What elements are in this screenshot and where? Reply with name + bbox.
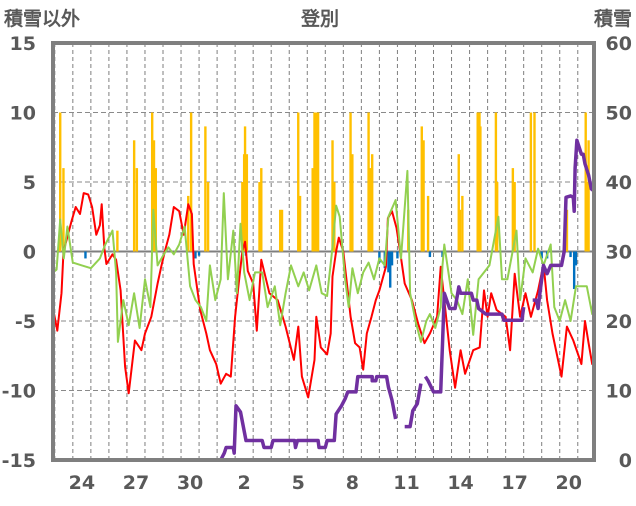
- left-tick-label: 0: [23, 242, 36, 264]
- chart-title: 登別: [300, 7, 339, 30]
- snow-depth-line: [532, 138, 596, 311]
- left-tick-label: 10: [10, 103, 36, 125]
- gridlines: [53, 43, 594, 460]
- precip-bar: [315, 112, 318, 252]
- snow-depth-line: [53, 374, 398, 462]
- negative-bar: [387, 251, 390, 273]
- x-tick-label: 24: [69, 472, 95, 494]
- precip-bar: [316, 112, 320, 252]
- precip-bar: [565, 209, 569, 252]
- x-tick-label: 5: [292, 472, 305, 494]
- precip-bar: [494, 112, 498, 252]
- negative-bar: [540, 251, 543, 259]
- precip-bar: [529, 112, 533, 252]
- precip-bar: [150, 112, 154, 252]
- precip-bar: [258, 182, 261, 252]
- precip-bar: [298, 195, 302, 252]
- precip-bar: [62, 168, 65, 252]
- negative-bar: [396, 251, 399, 259]
- precip-bar: [116, 230, 119, 252]
- precip-bar: [370, 154, 374, 252]
- right-tick-label: 20: [606, 311, 632, 333]
- left-tick-label: -10: [2, 381, 36, 403]
- precip-bar: [297, 112, 300, 252]
- precip-bar: [457, 154, 460, 252]
- precip-bar: [241, 182, 244, 252]
- negative-bar: [84, 251, 87, 259]
- negative-bar: [390, 251, 394, 266]
- plot-frame: [51, 41, 596, 462]
- negative-bar: [194, 251, 197, 259]
- x-tick-label: 2: [238, 472, 251, 494]
- left-axis-title: 積雪以外: [4, 7, 80, 30]
- negative-bar: [569, 251, 572, 258]
- negative-bar: [197, 251, 201, 256]
- precip-bar: [152, 140, 156, 252]
- negative-bar: [389, 251, 392, 288]
- precip-bar: [422, 140, 425, 252]
- right-tick-label: 40: [606, 172, 632, 194]
- precip-bar: [206, 182, 210, 252]
- x-tick-label: 8: [346, 472, 359, 494]
- x-tick-label: 11: [393, 472, 419, 494]
- left-tick-label: -15: [2, 450, 36, 472]
- precip-bar: [311, 168, 314, 252]
- precip-bar: [351, 154, 354, 252]
- negative-bar: [378, 251, 381, 263]
- precip-bar: [420, 126, 423, 252]
- red-line: [52, 192, 595, 399]
- precip-bar: [260, 168, 263, 252]
- precip-bar: [461, 195, 464, 252]
- left-tick-label: -5: [15, 311, 36, 333]
- x-tick-label: 14: [447, 472, 473, 494]
- precip-bar: [511, 168, 515, 252]
- precip-bar: [368, 168, 371, 252]
- negative-bar: [572, 251, 576, 290]
- precip-bar: [349, 112, 352, 252]
- precip-bar: [476, 112, 479, 252]
- negative-bar: [428, 251, 432, 258]
- x-tick-label: 20: [556, 472, 582, 494]
- precip-bar: [243, 126, 247, 252]
- right-tick-label: 0: [619, 450, 632, 472]
- right-tick-label: 60: [606, 33, 632, 55]
- x-tick-label: 27: [123, 472, 149, 494]
- precip-bar: [426, 195, 430, 252]
- left-tick-label: 15: [10, 33, 36, 55]
- precip-bar: [189, 112, 193, 252]
- precip-bar: [135, 168, 139, 252]
- precip-bar: [458, 209, 462, 252]
- precip-bar: [279, 209, 282, 252]
- precip-bar: [59, 112, 62, 252]
- precip-bar: [495, 182, 499, 252]
- x-tick-label: 17: [501, 472, 527, 494]
- precip-bar: [533, 112, 536, 252]
- precip-bar: [280, 209, 284, 252]
- green-line: [52, 169, 595, 343]
- left-tick-label: 5: [23, 172, 36, 194]
- x-tick-label: 30: [177, 472, 203, 494]
- precip-bar: [245, 154, 249, 252]
- series-lines: [52, 138, 596, 462]
- precip-bar: [585, 182, 588, 252]
- precip-bar: [154, 168, 157, 252]
- right-axis-title: 積雪: [594, 7, 632, 30]
- precip-bar: [479, 126, 482, 252]
- right-tick-label: 10: [606, 381, 632, 403]
- precip-bar: [132, 140, 136, 252]
- precip-bar: [187, 195, 190, 252]
- right-tick-label: 50: [606, 103, 632, 125]
- precip-bar: [204, 126, 207, 252]
- negative-bar: [574, 251, 578, 266]
- precip-bar: [331, 140, 334, 252]
- snow-depth-line: [423, 285, 526, 394]
- precip-bar: [587, 140, 590, 252]
- precip-bar: [313, 112, 316, 252]
- right-tick-label: 30: [606, 242, 632, 264]
- snow-depth-line: [404, 383, 423, 429]
- precip-bar: [513, 182, 516, 252]
